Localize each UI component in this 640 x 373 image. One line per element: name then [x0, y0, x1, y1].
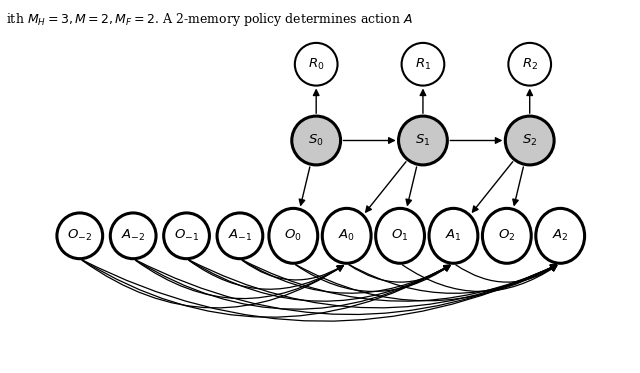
Ellipse shape [429, 209, 478, 263]
Ellipse shape [506, 116, 554, 165]
FancyArrowPatch shape [189, 260, 343, 289]
Ellipse shape [110, 213, 156, 259]
FancyArrowPatch shape [349, 265, 450, 282]
Ellipse shape [508, 43, 551, 85]
Text: $A_0$: $A_0$ [338, 228, 355, 243]
FancyArrowPatch shape [136, 260, 556, 314]
FancyArrowPatch shape [296, 265, 450, 291]
FancyArrowPatch shape [243, 260, 556, 301]
Text: $R_2$: $R_2$ [522, 57, 538, 72]
Text: $O_{-1}$: $O_{-1}$ [174, 228, 199, 243]
Text: $A_{-2}$: $A_{-2}$ [121, 228, 145, 243]
Ellipse shape [269, 209, 317, 263]
Ellipse shape [292, 116, 340, 165]
Text: $S_1$: $S_1$ [415, 133, 431, 148]
FancyArrowPatch shape [456, 265, 557, 282]
Text: $R_1$: $R_1$ [415, 57, 431, 72]
FancyArrowPatch shape [349, 264, 557, 293]
Ellipse shape [483, 209, 531, 263]
Text: $O_1$: $O_1$ [391, 228, 409, 243]
FancyArrowPatch shape [82, 260, 343, 308]
FancyArrowPatch shape [136, 260, 450, 309]
Text: $O_2$: $O_2$ [498, 228, 515, 243]
Ellipse shape [536, 209, 584, 263]
Text: $O_0$: $O_0$ [284, 228, 302, 243]
Text: $A_2$: $A_2$ [552, 228, 568, 243]
FancyArrowPatch shape [83, 260, 556, 321]
Ellipse shape [323, 209, 371, 263]
Ellipse shape [376, 209, 424, 263]
FancyArrowPatch shape [189, 260, 556, 308]
Text: $O_{-2}$: $O_{-2}$ [67, 228, 92, 243]
Text: ith $M_H = 3, M = 2, M_F = 2$. A 2-memory policy determines action $A$: ith $M_H = 3, M = 2, M_F = 2$. A 2-memor… [6, 11, 413, 28]
Text: $A_1$: $A_1$ [445, 228, 462, 243]
Text: $S_2$: $S_2$ [522, 133, 538, 148]
FancyArrowPatch shape [296, 264, 557, 301]
FancyArrowPatch shape [136, 260, 343, 299]
Ellipse shape [57, 213, 102, 259]
Text: $A_{-1}$: $A_{-1}$ [228, 228, 252, 243]
FancyArrowPatch shape [243, 260, 450, 293]
Text: $R_0$: $R_0$ [308, 57, 324, 72]
Ellipse shape [401, 43, 444, 85]
Ellipse shape [164, 213, 209, 259]
FancyArrowPatch shape [189, 260, 450, 301]
Text: $S_0$: $S_0$ [308, 133, 324, 148]
FancyArrowPatch shape [403, 265, 557, 291]
FancyArrowPatch shape [242, 260, 343, 280]
FancyArrowPatch shape [82, 260, 450, 317]
Ellipse shape [399, 116, 447, 165]
Ellipse shape [217, 213, 263, 259]
Ellipse shape [295, 43, 337, 85]
